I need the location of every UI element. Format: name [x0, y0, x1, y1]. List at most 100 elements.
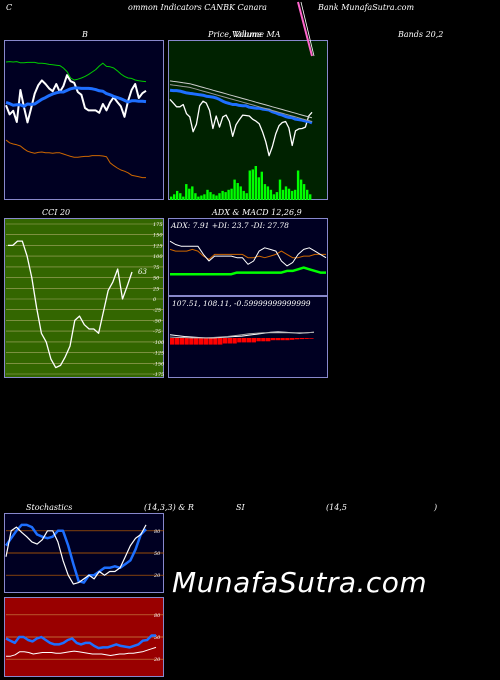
macd-histogram-bar — [194, 338, 199, 345]
stochastics-tick-label: 80 — [154, 529, 161, 535]
macd-histogram-bar — [189, 338, 194, 345]
macd-signal-line — [169, 331, 315, 339]
volume-bar — [221, 190, 224, 200]
macd-histogram-bar — [184, 338, 189, 345]
volume-bar — [203, 194, 206, 200]
rsi-params-end: ) — [434, 503, 438, 512]
cci-title: CCI 20 — [42, 208, 71, 217]
volume-bar — [296, 170, 300, 200]
adx-macd-title: ADX & MACD 12,26,9 — [212, 208, 302, 217]
cci-tick-label: 175 — [153, 222, 163, 228]
volume-bar — [260, 171, 263, 200]
volume-bar — [215, 195, 218, 200]
cci-tick-label: -175 — [153, 372, 164, 378]
volume-bar — [281, 189, 285, 200]
macd-histogram-bar — [270, 338, 276, 341]
cci-tick-label: 25 — [152, 286, 159, 292]
cci-tick-label: 125 — [153, 243, 163, 249]
macd-histogram-bar — [246, 338, 252, 343]
volume-bar — [309, 194, 312, 200]
rsi-tick-label: 50 — [154, 635, 161, 641]
macd-histogram-bar — [232, 338, 237, 344]
adx-values-label: ADX: 7.91 +DI: 23.7 -DI: 27.78 — [171, 221, 289, 230]
macd-histogram-bar — [299, 338, 304, 340]
rsi-main-line — [5, 634, 156, 650]
macd-histogram-bar — [256, 338, 261, 342]
cci-tick-label: -25 — [153, 308, 161, 314]
macd-histogram-bar — [174, 338, 180, 345]
macd-histogram-bar — [198, 338, 204, 345]
volume-bar — [293, 189, 297, 200]
rsi-tick-label: 80 — [154, 613, 161, 619]
volume-bar — [191, 186, 194, 200]
macd-histogram-bar — [285, 338, 290, 341]
cci-tick-label: -75 — [153, 329, 161, 335]
volume-bar — [227, 189, 230, 200]
volume-bar — [290, 190, 294, 200]
macd-histogram-bar — [237, 338, 242, 343]
volume-bar — [239, 186, 242, 200]
header-right: Bank MunafaSutra.com — [318, 3, 415, 12]
cci-line — [8, 240, 133, 369]
macd-histogram-bar — [266, 338, 271, 342]
cci-tick-label: 0 — [153, 297, 157, 303]
cci-tick-label: 75 — [153, 265, 159, 271]
volume-bar — [248, 170, 251, 200]
volume-bar — [206, 189, 209, 200]
bollinger-price-line — [5, 74, 147, 124]
macd-histogram-bar — [227, 338, 232, 344]
volume-bar — [236, 183, 239, 200]
volume-bar — [284, 186, 288, 200]
volume-bar — [257, 177, 260, 200]
bollinger-middle-line — [5, 86, 147, 108]
macd-histogram-bar — [179, 338, 184, 345]
macd-histogram-bar — [261, 338, 266, 342]
watermark: MunafaSutra.com — [172, 566, 428, 599]
volume-bar — [266, 186, 270, 200]
volume-bar — [212, 194, 215, 200]
volume-bar — [287, 188, 291, 200]
cci-last-value: 63 — [138, 268, 147, 276]
volume-bar — [209, 192, 212, 200]
volume-bar — [275, 192, 279, 200]
price-ma-dark-line — [169, 84, 313, 122]
adx-plus-di-line — [169, 240, 327, 267]
volume-bar — [182, 196, 185, 200]
volume-bar — [188, 188, 191, 200]
macd-histogram-bar — [275, 338, 280, 341]
stochastics-tick-label: 50 — [154, 551, 161, 557]
macd-histogram-bar — [213, 338, 218, 345]
macd-histogram-bar — [203, 338, 208, 345]
macd-histogram-bar — [309, 338, 314, 339]
cci-panel — [4, 218, 164, 378]
volume-bar — [242, 190, 245, 200]
cci-tick-label: -100 — [153, 340, 165, 346]
stochastics-tick-label: 20 — [153, 573, 161, 579]
cci-tick-label: 50 — [153, 276, 160, 282]
cci-tick-label: -150 — [153, 361, 165, 367]
price-ma-gray-line — [169, 80, 313, 119]
volume-bar — [269, 189, 273, 200]
macd-histogram-bar — [280, 338, 285, 341]
volume-bar — [218, 193, 221, 200]
volume-bar — [299, 179, 303, 200]
volume-bar — [170, 196, 173, 200]
volume-bar — [185, 184, 188, 200]
adx-minus-di-line — [169, 248, 326, 260]
macd-histogram-bar — [290, 338, 295, 340]
stochastics-d-line — [5, 524, 147, 585]
price-spike-line — [297, 1, 313, 57]
stochastics-k-line — [4, 523, 147, 584]
cci-tick-label: 100 — [153, 254, 163, 260]
price-volume-title: Price, Volume MA — [208, 30, 281, 39]
bollinger-title-right: Bands 20,2 — [398, 30, 444, 39]
header-left: C — [6, 3, 13, 12]
volume-bar — [179, 193, 182, 200]
volume-bar — [200, 195, 203, 200]
volume-bar — [272, 194, 276, 200]
macd-histogram-bar — [251, 338, 256, 343]
bollinger-upper-line — [5, 61, 147, 83]
rsi-title: SI — [236, 503, 245, 512]
adx-line — [170, 266, 326, 276]
